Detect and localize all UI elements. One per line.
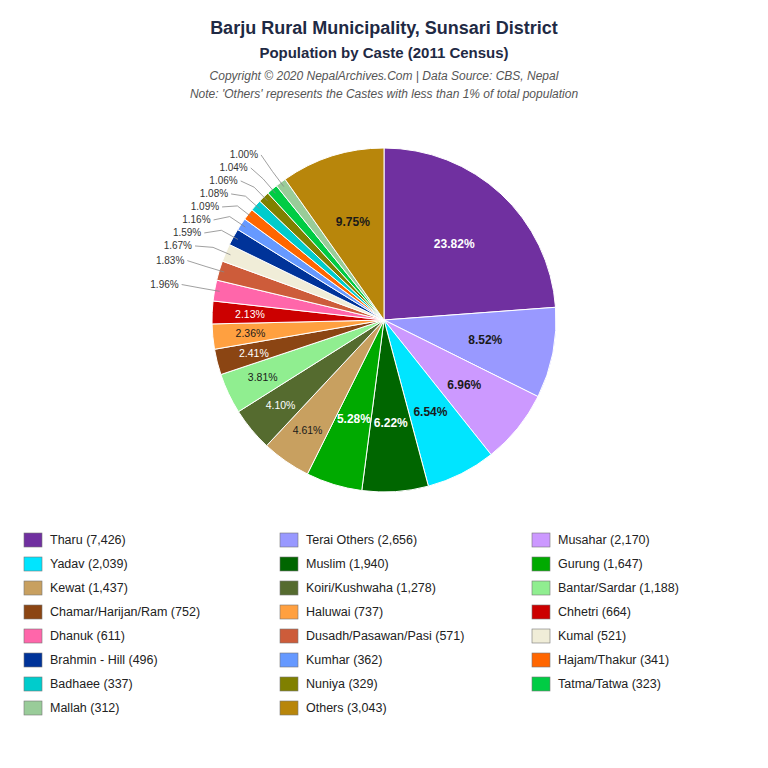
data-label: 6.96% (447, 378, 481, 392)
data-label: 9.75% (336, 215, 370, 229)
legend-entry: Koiri/Kushwaha (1,278) (306, 581, 436, 595)
leader-line (204, 230, 238, 239)
legend-swatch (532, 533, 550, 547)
leader-line (195, 246, 230, 255)
legend-swatch (24, 677, 42, 691)
annotation: Copyright © 2020 NepalArchives.Com | Dat… (210, 69, 559, 83)
legend-swatch (532, 557, 550, 571)
legend-entry: Terai Others (2,656) (306, 533, 417, 547)
legend-swatch (532, 677, 550, 691)
legend-swatch (280, 629, 298, 643)
legend-entry: Dhanuk (611) (50, 629, 125, 643)
slice (384, 148, 556, 320)
slice (285, 148, 384, 320)
legend-entry: Mallah (312) (50, 701, 119, 715)
leader-line (182, 285, 220, 292)
legend-swatch (280, 653, 298, 667)
data-label: 3.81% (248, 371, 278, 383)
data-label: 1.67% (164, 240, 192, 251)
annotation: Note: 'Others' represents the Castes wit… (190, 87, 578, 101)
legend-swatch (532, 653, 550, 667)
title: Barju Rural Municipality, Sunsari Distri… (210, 18, 558, 38)
data-label: 1.83% (156, 255, 184, 266)
legend-swatch (532, 581, 550, 595)
legend-entry: Chhetri (664) (558, 605, 631, 619)
legend-swatch (280, 581, 298, 595)
legend-entry: Brahmin - Hill (496) (50, 653, 158, 667)
legend-entry: Tatma/Tatwa (323) (558, 677, 661, 691)
legend-entry: Kumhar (362) (306, 653, 382, 667)
leader-line (187, 261, 224, 272)
legend-entry: Gurung (1,647) (558, 557, 643, 571)
legend-entry: Musahar (2,170) (558, 533, 650, 547)
data-label: 1.16% (182, 214, 210, 225)
leader-line (251, 168, 276, 193)
data-label: 2.13% (235, 308, 265, 320)
data-label: 1.04% (219, 162, 247, 173)
data-label: 4.10% (266, 399, 296, 411)
data-label: 4.61% (293, 424, 323, 436)
data-label: 1.59% (173, 227, 201, 238)
legend-entry: Nuniya (329) (306, 677, 378, 691)
slice (212, 320, 384, 349)
leader-line (231, 194, 259, 209)
legend: Tharu (7,426) Terai Others (2,656) Musahar… (24, 533, 679, 715)
legend-entry: Muslim (1,940) (306, 557, 389, 571)
legend-swatch (24, 653, 42, 667)
legend-entry: Yadav (2,039) (50, 557, 128, 571)
data-label: 5.28% (337, 412, 371, 426)
legend-swatch (280, 677, 298, 691)
data-label: 23.82% (434, 237, 475, 251)
legend-swatch (24, 629, 42, 643)
legend-entry: Tharu (7,426) (50, 533, 126, 547)
legend-swatch (280, 557, 298, 571)
legend-entry: Kewat (1,437) (50, 581, 128, 595)
leader-line (222, 206, 252, 218)
legend-entry: Hajam/Thakur (341) (558, 653, 669, 667)
leader-line (214, 217, 246, 228)
legend-swatch (532, 605, 550, 619)
legend-swatch (280, 701, 298, 715)
leader-line (261, 155, 284, 187)
data-labels: 23.82% 8.52% 6.96%6.54% 6.22%5.28% 4.61% 4.10… (150, 149, 502, 436)
legend-entry: Badhaee (337) (50, 677, 133, 691)
pie (212, 148, 556, 492)
data-label: 1.08% (200, 188, 228, 199)
legend-swatch (24, 701, 42, 715)
data-label: 1.96% (150, 279, 178, 290)
legend-swatch (532, 629, 550, 643)
legend-entry: Dusadh/Pasawan/Pasi (571) (306, 629, 464, 643)
data-label: 6.54% (413, 405, 447, 419)
leader-line (241, 181, 268, 201)
legend-entry: Kumal (521) (558, 629, 626, 643)
data-label: 1.00% (230, 149, 258, 160)
legend-swatch (24, 557, 42, 571)
data-label: 2.36% (236, 327, 266, 339)
legend-swatch (24, 581, 42, 595)
legend-swatch (24, 533, 42, 547)
chart: Barju Rural Municipality, Sunsari Distri… (0, 0, 768, 768)
data-label: 1.09% (191, 201, 219, 212)
legend-entry: Others (3,043) (306, 701, 387, 715)
legend-entry: Haluwai (737) (306, 605, 383, 619)
legend-swatch (24, 605, 42, 619)
subtitle: Population by Caste (2011 Census) (259, 44, 508, 61)
legend-entry: Chamar/Harijan/Ram (752) (50, 605, 200, 619)
data-label: 6.22% (374, 416, 408, 430)
data-label: 8.52% (468, 333, 502, 347)
legend-swatch (280, 533, 298, 547)
data-label: 2.41% (239, 347, 269, 359)
data-label: 1.06% (209, 175, 237, 186)
legend-entry: Bantar/Sardar (1,188) (558, 581, 679, 595)
legend-swatch (280, 605, 298, 619)
